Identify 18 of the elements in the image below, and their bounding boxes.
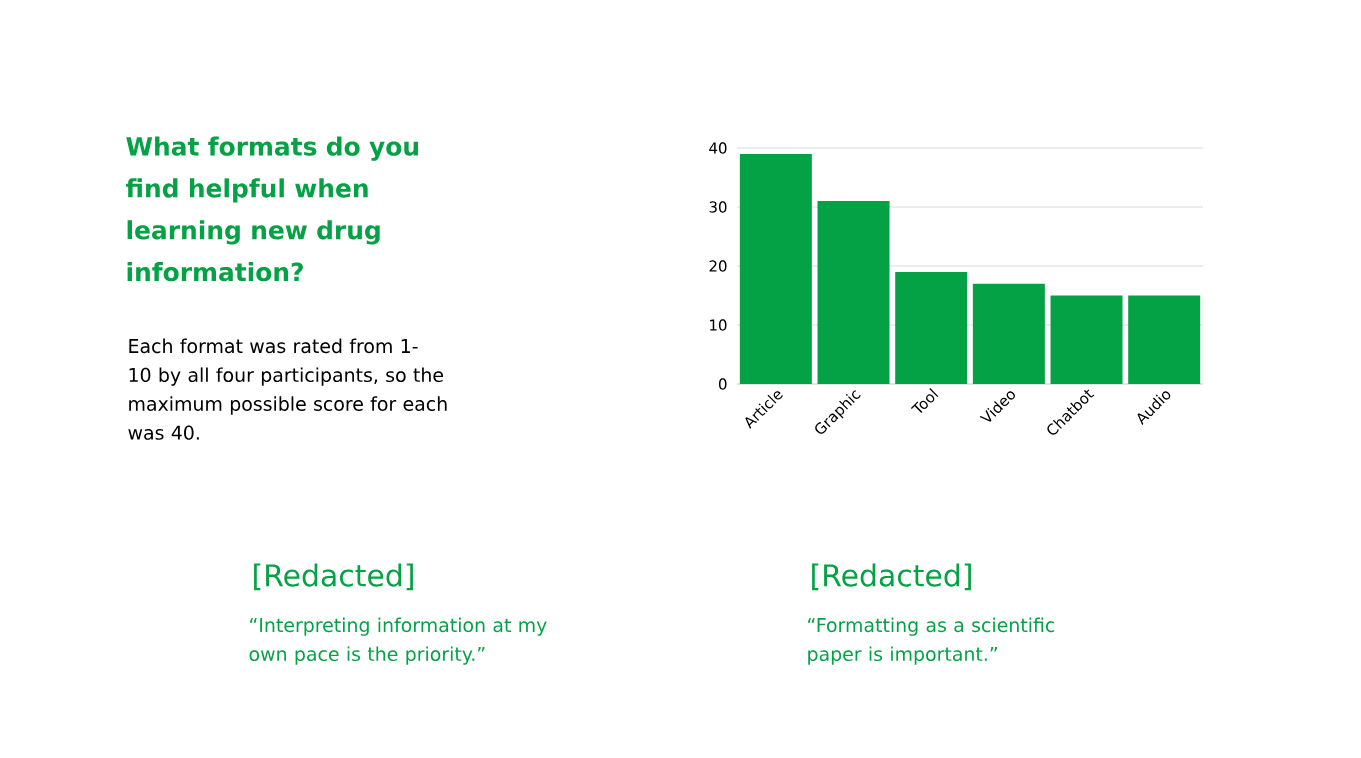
x-tick-label: Tool bbox=[910, 388, 939, 413]
y-tick-label: 0 bbox=[718, 378, 727, 390]
bar bbox=[1128, 295, 1201, 385]
text: [Redacted] bbox=[254, 563, 413, 591]
y-tick-label: 40 bbox=[709, 142, 727, 154]
bar bbox=[972, 283, 1045, 385]
text: “Interpreting information at my own pace is the priority.” bbox=[249, 617, 547, 665]
y-tick-label: 10 bbox=[710, 319, 727, 331]
text: What formats do you find helpful when learning new drug information? bbox=[126, 136, 418, 282]
text: Each format was rated from 1-10 by all four participants, so the maximum possible score for each was 40. bbox=[128, 338, 447, 440]
bar bbox=[739, 153, 812, 385]
bar bbox=[1050, 295, 1123, 385]
text: “Formatting as a scientific paper is important.” bbox=[808, 617, 1055, 665]
y-tick-label: 20 bbox=[709, 260, 727, 272]
bar bbox=[817, 201, 890, 385]
bar bbox=[895, 271, 968, 385]
y-tick-label: 30 bbox=[709, 201, 727, 213]
text: [Redacted] bbox=[812, 563, 971, 591]
